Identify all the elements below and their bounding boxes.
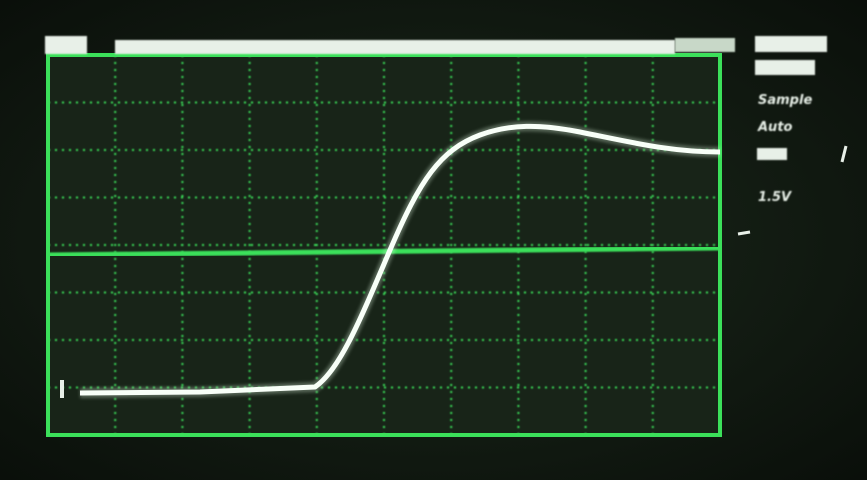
menu-block: [757, 148, 787, 160]
time-readout: [675, 38, 735, 52]
menu-trigger: Auto: [757, 120, 793, 135]
trigger-marker: [738, 232, 750, 234]
menu-mode: Sample: [758, 93, 812, 108]
oscilloscope-photo: Sample Auto 1.5V: [0, 0, 867, 480]
page: Sample Auto 1.5V (() => { const data = J…: [0, 0, 867, 480]
status-block: [45, 36, 87, 54]
menu-scale: 1.5V: [758, 190, 792, 205]
menu-block: [755, 60, 815, 75]
menu-block: [755, 36, 827, 52]
top-bar: [115, 40, 675, 54]
